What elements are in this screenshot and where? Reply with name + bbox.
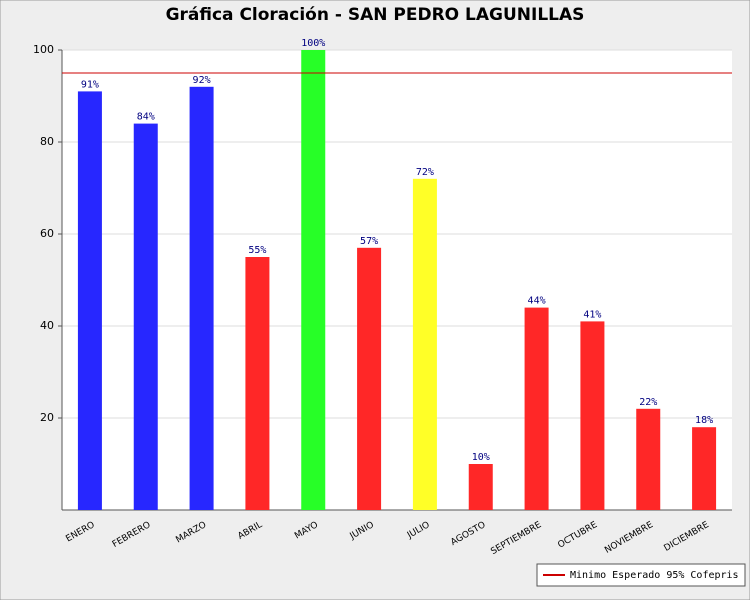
y-tick-label: 40 xyxy=(40,319,54,332)
bar xyxy=(636,408,661,510)
bar xyxy=(245,257,270,510)
legend-box xyxy=(536,563,746,587)
plot-area xyxy=(62,50,732,510)
bar xyxy=(77,91,102,511)
value-label: 18% xyxy=(695,415,713,426)
value-label: 22% xyxy=(639,397,657,408)
value-label: 100% xyxy=(301,38,325,49)
value-label: 72% xyxy=(416,167,434,178)
bar xyxy=(133,123,158,510)
value-label: 44% xyxy=(528,296,546,307)
bar xyxy=(468,464,493,510)
legend-label: Minimo Esperado 95% Cofepris xyxy=(570,570,739,581)
value-label: 92% xyxy=(193,75,211,86)
chart-title: Gráfica Cloración - SAN PEDRO LAGUNILLAS xyxy=(166,5,585,25)
value-label: 55% xyxy=(248,245,266,256)
bar xyxy=(189,86,214,511)
y-tick-label: 20 xyxy=(40,411,54,424)
value-label: 57% xyxy=(360,236,378,247)
bar xyxy=(301,50,326,510)
y-tick-label: 60 xyxy=(40,227,54,240)
bar xyxy=(357,247,382,511)
value-label: 91% xyxy=(81,79,99,90)
value-label: 41% xyxy=(583,309,601,320)
y-tick-label: 80 xyxy=(40,135,54,148)
bar xyxy=(580,321,605,510)
value-label: 84% xyxy=(137,112,155,123)
value-label: 10% xyxy=(472,452,490,463)
y-tick-label: 100 xyxy=(33,43,54,56)
bar xyxy=(692,427,717,510)
bar xyxy=(412,178,437,511)
bar xyxy=(524,307,549,510)
